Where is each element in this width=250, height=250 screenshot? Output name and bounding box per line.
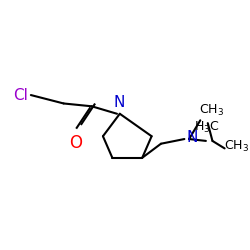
Text: H$_3$C: H$_3$C <box>194 120 219 136</box>
Text: CH$_3$: CH$_3$ <box>199 103 224 118</box>
Text: N: N <box>113 95 124 110</box>
Text: CH$_3$: CH$_3$ <box>224 139 249 154</box>
Text: O: O <box>69 134 82 152</box>
Text: Cl: Cl <box>13 88 28 102</box>
Text: N: N <box>186 130 198 145</box>
